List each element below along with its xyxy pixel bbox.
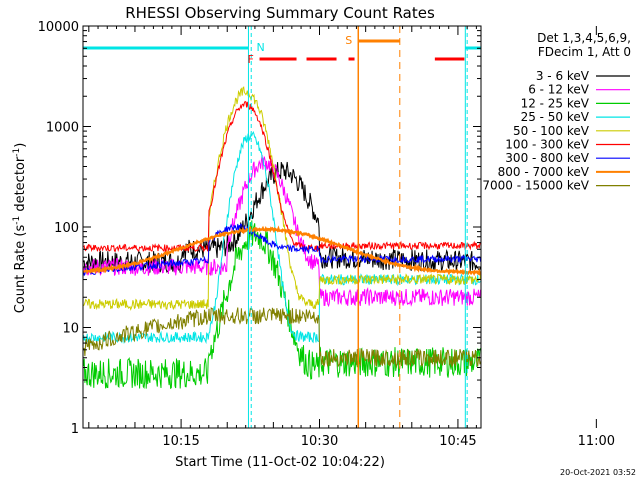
y-axis-label-main: Count Rate (s — [13, 225, 28, 314]
legend: Det 1,3,4,5,6,9, FDecim 1, Att 0 3 - 6 k… — [482, 31, 631, 193]
legend-label: 100 - 300 keV — [505, 138, 589, 152]
series-line-8 — [83, 306, 482, 369]
y-axis-label-mid: detector — [13, 156, 28, 216]
legend-label: 6 - 12 keV — [528, 83, 590, 97]
y-tick-label: 100 — [54, 221, 79, 236]
y-axis-ticks: 1 10 100 1000 10000 — [38, 20, 481, 437]
series-line-7 — [82, 225, 482, 277]
y-axis-label-sup1: -1 — [12, 216, 22, 225]
y-tick-label: 1000 — [46, 121, 79, 136]
series-line-1 — [83, 154, 482, 308]
x-axis-label: Start Time (11-Oct-02 10:04:22) — [175, 455, 385, 470]
series-line-5 — [83, 100, 481, 253]
plot-area: NF S — [82, 26, 482, 428]
y-axis-label: Count Rate (s-1 detector-1) — [12, 143, 28, 314]
n-flag-label: N — [256, 41, 264, 54]
legend-label: 7000 - 15000 keV — [482, 179, 589, 193]
legend-label: 25 - 50 keV — [521, 110, 590, 124]
x-tick-label: 10:30 — [301, 434, 338, 449]
legend-label: 12 - 25 keV — [521, 96, 590, 110]
y-axis-label-sup2: -1 — [12, 148, 22, 157]
y-tick-label: 10 — [62, 322, 79, 337]
footer-timestamp: 20-Oct-2021 03:52 — [560, 468, 636, 477]
x-tick-label: 10:45 — [439, 434, 476, 449]
legend-header-1: Det 1,3,4,5,6,9, — [537, 31, 631, 45]
legend-label: 800 - 7000 keV — [498, 165, 590, 179]
y-tick-label: 10000 — [38, 20, 79, 35]
legend-label: 50 - 100 keV — [513, 124, 590, 138]
series-line-4 — [83, 86, 482, 311]
chart-title: RHESSI Observing Summary Count Rates — [125, 4, 435, 22]
s-flag-label: S — [345, 34, 352, 47]
legend-label: 300 - 800 keV — [505, 151, 589, 165]
y-tick-label: 1 — [71, 422, 79, 437]
legend-header-2: FDecim 1, Att 0 — [538, 45, 631, 59]
series-line-6 — [83, 223, 482, 277]
x-tick-label: 10:15 — [162, 434, 199, 449]
legend-label: 3 - 6 keV — [536, 69, 590, 83]
y-axis-label-end: ) — [13, 143, 28, 148]
f-flag-label: F — [248, 53, 254, 66]
x-tick-label: 11:00 — [578, 434, 615, 449]
